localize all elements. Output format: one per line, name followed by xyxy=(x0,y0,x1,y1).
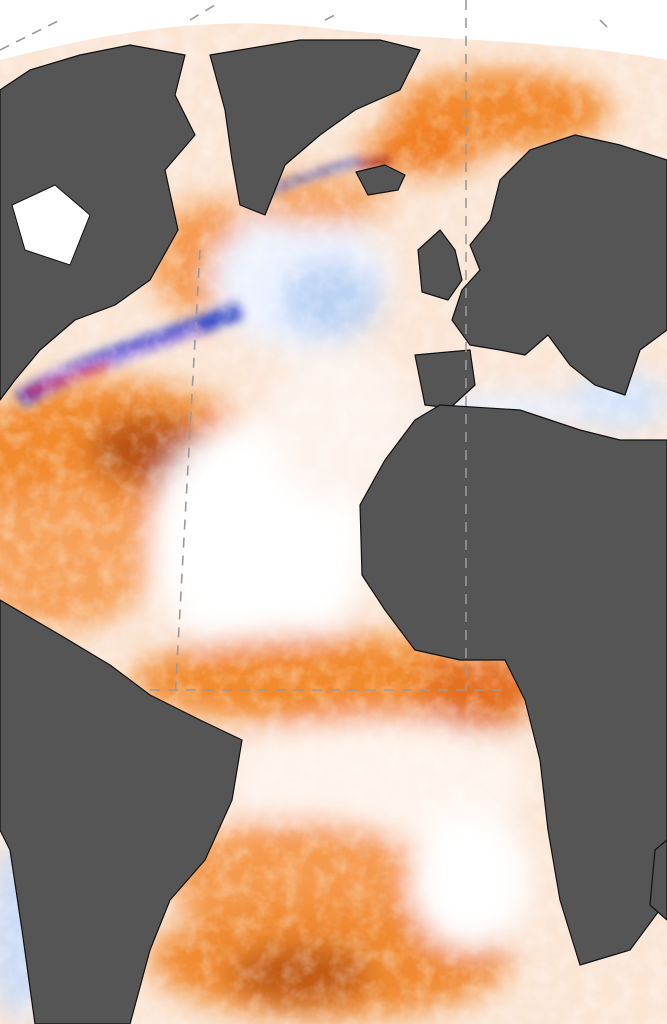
europe xyxy=(451,134,667,396)
graticule xyxy=(0,0,611,701)
land xyxy=(0,39,667,1024)
south-america xyxy=(0,599,243,1024)
british-isles xyxy=(417,229,463,301)
madagascar xyxy=(649,839,667,921)
north-america xyxy=(0,44,196,401)
iberia xyxy=(414,349,476,409)
snow xyxy=(11,184,91,266)
africa xyxy=(359,404,667,966)
meridian xyxy=(174,249,201,701)
greenland xyxy=(209,39,421,216)
iceland xyxy=(355,164,406,196)
